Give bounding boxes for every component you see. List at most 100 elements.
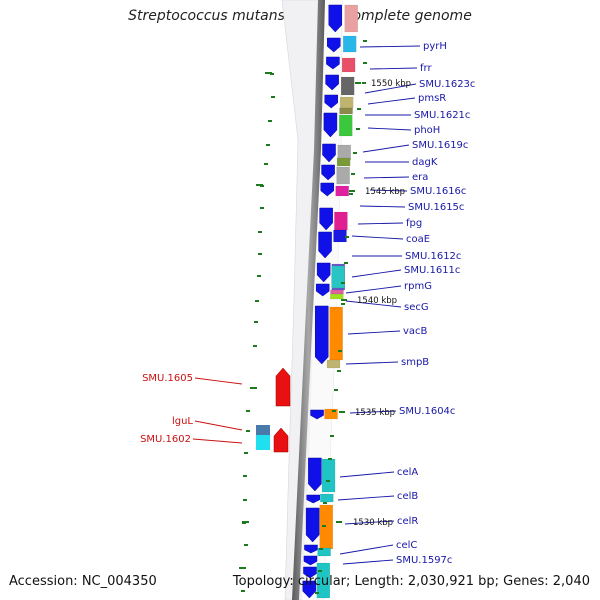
gene-label: SMU.1612c <box>405 251 461 262</box>
forward-gene-arrow <box>308 457 322 492</box>
tick-mark <box>243 475 247 477</box>
forward-gene-arrow <box>305 507 320 543</box>
label-connector <box>345 285 402 294</box>
tick-mark <box>356 128 360 130</box>
label-connector <box>362 144 410 153</box>
tick-mark <box>330 435 334 437</box>
forward-gene-arrow <box>314 305 329 365</box>
tick-mark <box>243 499 247 501</box>
tick-mark <box>362 82 366 84</box>
tick-mark <box>250 387 257 389</box>
tick-mark <box>246 430 250 432</box>
label-connector <box>342 559 394 565</box>
gene-label: secG <box>404 302 429 313</box>
label-connector <box>367 97 416 105</box>
feature-block <box>331 265 345 289</box>
forward-gene-arrow <box>304 544 318 554</box>
feature-block <box>324 408 338 420</box>
gene-label: frr <box>420 63 432 74</box>
tick-mark <box>242 521 249 523</box>
reverse-gene-arrow <box>273 427 289 453</box>
feature-block <box>337 144 351 161</box>
feature-block <box>333 229 347 243</box>
scale-label: 1530 kbp <box>353 518 393 528</box>
feature-block <box>344 4 358 33</box>
tick-mark <box>268 120 272 122</box>
label-connector <box>357 222 404 225</box>
tick-mark <box>257 275 261 277</box>
feature-block <box>256 435 270 450</box>
tick-mark <box>318 570 322 572</box>
tick-mark <box>328 458 332 460</box>
label-connector <box>192 438 243 444</box>
feature-block <box>341 57 356 73</box>
feature-block <box>343 35 357 53</box>
tick-mark <box>353 152 357 154</box>
feature-block <box>321 458 336 493</box>
gene-label: pmsR <box>418 93 446 104</box>
feature-block <box>339 114 353 137</box>
feature-block <box>326 359 341 369</box>
label-connector <box>339 544 394 555</box>
forward-gene-arrow <box>303 555 318 566</box>
tick-mark <box>271 96 275 98</box>
scale-tick <box>336 521 342 523</box>
label-connector <box>351 235 404 240</box>
accession-label: Accession: NC_004350 <box>9 574 157 589</box>
forward-gene-arrow <box>302 580 317 599</box>
gene-label: SMU.1604c <box>399 406 455 417</box>
forward-gene-arrow <box>320 182 335 197</box>
tick-mark <box>319 548 323 550</box>
scale-label: 1550 kbp <box>371 79 411 89</box>
feature-block <box>320 493 334 503</box>
gene-label: SMU.1611c <box>404 265 460 276</box>
tick-mark <box>258 253 262 255</box>
forward-gene-arrow <box>326 56 340 70</box>
tick-mark <box>254 321 258 323</box>
forward-gene-arrow <box>306 494 320 504</box>
scale-tick <box>339 411 345 413</box>
label-connector <box>337 495 395 501</box>
forward-gene-arrow <box>310 409 324 420</box>
tick-mark <box>241 590 245 592</box>
feature-block <box>317 547 331 557</box>
forward-gene-arrow <box>318 231 332 259</box>
feature-block <box>256 425 270 435</box>
label-connector <box>364 83 417 94</box>
tick-mark <box>351 173 355 175</box>
label-connector <box>369 189 408 192</box>
label-connector <box>351 269 402 278</box>
gene-label: celA <box>397 467 418 478</box>
forward-gene-arrow <box>324 94 338 109</box>
tick-mark <box>363 40 367 42</box>
gene-label: celR <box>397 516 418 527</box>
forward-gene-arrow <box>328 4 343 33</box>
label-connector <box>349 410 397 414</box>
gene-label: SMU.1597c <box>396 555 452 566</box>
gene-label: dagK <box>412 157 438 168</box>
gene-label: phoH <box>414 125 440 136</box>
gene-label: rpmG <box>404 281 432 292</box>
label-connector <box>347 330 401 335</box>
tick-mark <box>349 193 353 195</box>
forward-gene-arrow <box>315 283 330 297</box>
feature-block <box>319 504 333 550</box>
scale-tick <box>341 299 347 301</box>
forward-gene-arrow <box>323 112 338 138</box>
tick-mark <box>363 62 367 64</box>
forward-gene-arrow <box>319 207 333 231</box>
tick-mark <box>341 282 345 284</box>
scale-label: 1540 kbp <box>357 296 397 306</box>
tick-mark <box>265 72 272 74</box>
gene-label: SMU.1616c <box>410 186 466 197</box>
tick-mark <box>315 592 319 594</box>
tick-mark <box>357 108 361 110</box>
feature-block <box>340 76 355 96</box>
tick-mark <box>326 480 330 482</box>
tick-mark <box>266 144 270 146</box>
scale-label: 1545 kbp <box>365 187 405 197</box>
forward-gene-arrow <box>325 74 339 91</box>
label-connector <box>363 176 410 179</box>
scale-tick <box>355 82 361 84</box>
tick-mark <box>345 236 349 238</box>
